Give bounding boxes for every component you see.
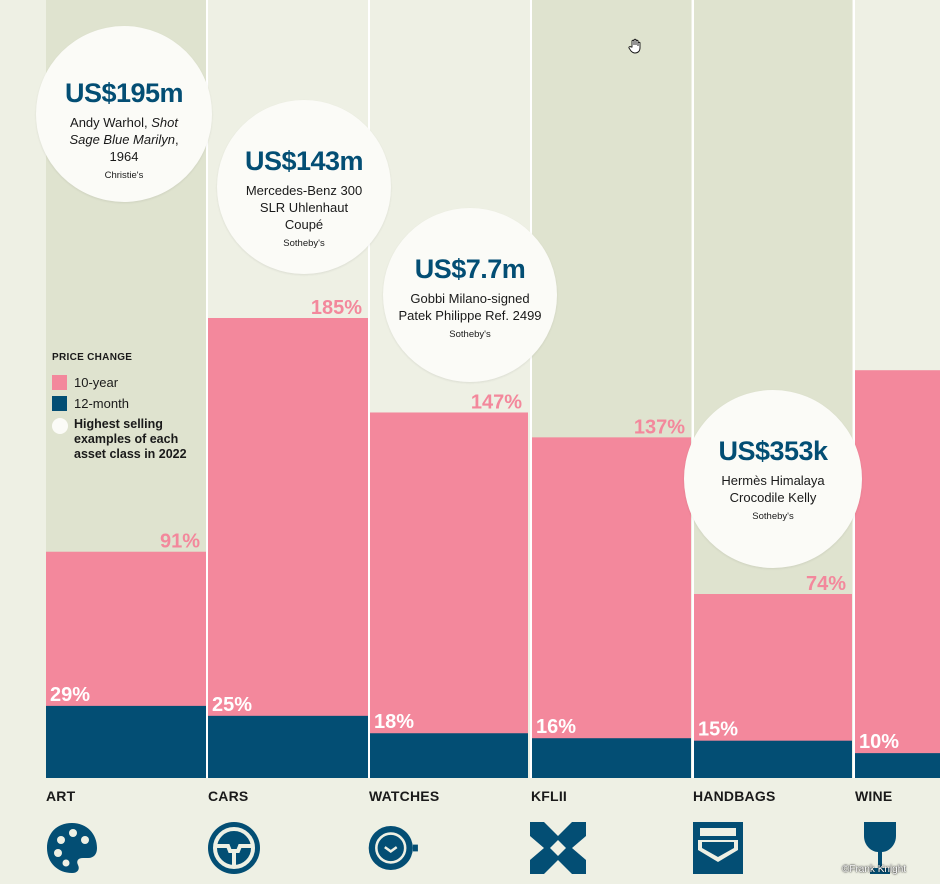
bar-10-year: [208, 318, 368, 778]
desc-part-italic: Shot Sage Blue Marilyn: [69, 115, 178, 147]
category-label-wine: WINE: [855, 788, 893, 804]
legend-label: 12-month: [74, 396, 129, 411]
category-label-cars: CARS: [208, 788, 249, 804]
highlight-price: US$353k: [718, 436, 828, 466]
palette-icon: [47, 823, 97, 873]
legend-swatch-pink: [52, 375, 67, 390]
highlight-desc: Hermès Himalaya Crocodile Kelly: [721, 473, 825, 505]
bar-12-month: [855, 753, 940, 778]
category-label-kflii: KFLII: [531, 788, 567, 804]
highlight-source: Christie's: [104, 170, 144, 181]
label-12-month: 10%: [859, 731, 899, 753]
watch-icon: [368, 825, 418, 871]
bar-12-month: [208, 715, 368, 778]
bar-12-month: [694, 740, 852, 778]
label-10-year: 91%: [160, 531, 200, 553]
legend-item-10-year: 10-year: [52, 375, 212, 390]
legend-item-12-month: 12-month: [52, 396, 212, 411]
bar-12-month: [532, 738, 691, 778]
credit-text: ©Frank Knight: [842, 864, 907, 875]
label-10-year: 74%: [806, 573, 846, 595]
highlight-watches: US$7.7m Gobbi Milano-signed Patek Philip…: [383, 208, 557, 382]
highlight-source: Sotheby's: [283, 238, 325, 249]
legend-title: PRICE CHANGE: [52, 352, 133, 363]
category-label-watches: WATCHES: [369, 788, 440, 804]
label-12-month: 25%: [212, 694, 252, 716]
wine-glass-icon: [864, 822, 896, 874]
category-label-art: ART: [46, 788, 76, 804]
handbag-icon: [693, 822, 743, 874]
legend-swatch-navy: [52, 396, 67, 411]
highlight-price: US$7.7m: [414, 254, 526, 284]
label-10-year: 147%: [471, 391, 522, 413]
steering-wheel-icon: [208, 822, 260, 874]
category-label-handbags: HANDBAGS: [693, 788, 776, 804]
highlight-price: US$195m: [64, 78, 184, 108]
label-12-month: 16%: [536, 716, 576, 738]
highlight-desc: Gobbi Milano-signed Patek Philippe Ref. …: [398, 291, 542, 323]
label-12-month: 15%: [698, 719, 738, 741]
legend-label: Highest selling examples of each asset c…: [74, 417, 187, 461]
highlight-desc: Mercedes-Benz 300 SLR Uhlenhaut Coupé: [245, 183, 363, 232]
highlight-source: Sotheby's: [752, 511, 794, 522]
bar-10-year: [532, 437, 691, 778]
legend-swatch-circle: [52, 418, 68, 434]
legend-label: 10-year: [74, 375, 119, 390]
kflii-icon: [530, 822, 586, 874]
desc-part: , 1964: [109, 132, 179, 164]
label-10-year: 185%: [311, 297, 362, 319]
highlight-price: US$143m: [244, 146, 364, 176]
label-12-month: 29%: [50, 684, 90, 706]
highlight-art: US$195m Andy Warhol, Shot Sage Blue Mari…: [36, 26, 212, 202]
label-12-month: 18%: [374, 711, 414, 733]
hand-cursor-icon: [628, 38, 641, 54]
highlight-handbags: US$353k Hermès Himalaya Crocodile Kelly …: [684, 390, 862, 568]
bar-12-month: [370, 733, 528, 778]
bar-10-year: [370, 412, 528, 778]
highlight-source: Sotheby's: [449, 329, 491, 340]
legend: PRICE CHANGE 10-year 12-month Highest se…: [52, 352, 212, 468]
highlight-desc: Andy Warhol, Shot Sage Blue Marilyn, 196…: [36, 114, 212, 165]
bar-10-year: [855, 370, 940, 778]
label-10-year: 137%: [634, 416, 685, 438]
highlight-cars: US$143m Mercedes-Benz 300 SLR Uhlenhaut …: [217, 100, 391, 274]
legend-item-highlight: Highest selling examples of each asset c…: [52, 417, 212, 462]
desc-part: Andy Warhol,: [70, 115, 152, 130]
bar-12-month: [46, 705, 206, 778]
